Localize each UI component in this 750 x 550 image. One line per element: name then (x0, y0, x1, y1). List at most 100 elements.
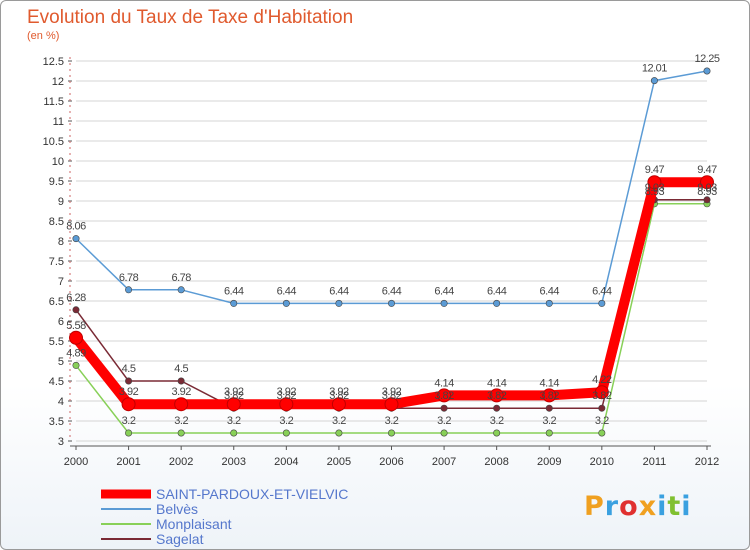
legend-label: Belvès (156, 501, 198, 517)
data-point (384, 397, 399, 412)
y-tick-label: 8 (58, 236, 64, 248)
data-label: 3.82 (540, 390, 560, 402)
data-label: 4.14 (487, 377, 507, 389)
data-label: 3.2 (174, 415, 188, 427)
data-point (230, 299, 238, 307)
data-point (700, 175, 714, 190)
data-point (489, 388, 504, 403)
data-label: 3.82 (329, 390, 349, 402)
x-tick-label: 2002 (169, 456, 193, 468)
y-tick-label: 6.5 (49, 296, 64, 308)
data-label: 3.2 (227, 415, 241, 427)
x-tick-label: 2010 (590, 456, 614, 468)
data-point (72, 361, 80, 369)
data-label: 8.93 (645, 186, 665, 198)
data-label: 6.44 (224, 285, 244, 297)
data-label: 6.44 (592, 285, 612, 297)
data-point (125, 377, 133, 385)
data-label: 4.22 (592, 374, 612, 386)
data-point (545, 404, 553, 412)
data-label: 9.47 (697, 164, 717, 176)
data-label: 3.2 (490, 415, 504, 427)
data-label: 4.14 (434, 377, 454, 389)
data-label: 3.2 (542, 415, 556, 427)
x-tick-label: 2011 (643, 456, 667, 468)
data-label: 8.93 (697, 186, 717, 198)
proxiti-logo: Proxiti (584, 491, 692, 522)
x-tick-label: 2004 (274, 456, 298, 468)
x-tick-label: 2008 (484, 456, 508, 468)
data-label: 8.06 (66, 221, 86, 233)
x-tick-label: 2000 (64, 456, 88, 468)
data-point (335, 299, 343, 307)
legend-label: Sagelat (156, 531, 204, 547)
data-label: 3.82 (382, 390, 402, 402)
data-label: 6.44 (382, 285, 402, 297)
data-point (598, 429, 606, 437)
y-tick-label: 6 (58, 316, 64, 328)
data-label: 3.92 (382, 386, 402, 398)
data-label: 3.2 (122, 415, 136, 427)
data-point (493, 299, 501, 307)
data-point (230, 429, 238, 437)
data-point (440, 404, 448, 412)
data-label: 5.58 (66, 320, 86, 332)
series-line-belv-s (75, 70, 708, 305)
y-tick-label: 5 (58, 356, 64, 368)
data-point (72, 306, 80, 314)
legend-label: SAINT-PARDOUX-ET-VIELVIC (156, 486, 348, 502)
data-point (335, 429, 343, 437)
x-tick-label: 2006 (379, 456, 403, 468)
y-tick-label: 10.5 (43, 136, 64, 148)
data-label: 3.2 (332, 415, 346, 427)
data-point (440, 429, 448, 437)
data-label: 9.03 (645, 182, 665, 194)
y-tick-label: 8.5 (49, 216, 64, 228)
data-label: 4.5 (122, 363, 136, 375)
logo-letter: i (657, 491, 668, 522)
data-label: 6.78 (171, 272, 191, 284)
data-point (121, 397, 136, 412)
data-label: 3.82 (592, 390, 612, 402)
data-label: 3.82 (487, 390, 507, 402)
data-point (650, 77, 658, 85)
data-label: 3.2 (385, 415, 399, 427)
logo-letter: i (681, 491, 692, 522)
data-label: 12.25 (694, 53, 719, 65)
data-label: 6.44 (487, 285, 507, 297)
data-label: 9.03 (697, 182, 717, 194)
data-point (594, 385, 609, 400)
data-label: 3.2 (437, 415, 451, 427)
x-tick-label: 2001 (116, 456, 140, 468)
data-label: 9.47 (645, 164, 665, 176)
data-label: 6.44 (434, 285, 454, 297)
x-tick-label: 2005 (327, 456, 351, 468)
data-label: 3.92 (224, 386, 244, 398)
data-point (387, 429, 395, 437)
y-tick-label: 5.5 (49, 336, 64, 348)
x-tick-label: 2009 (537, 456, 561, 468)
data-point (72, 235, 80, 243)
y-tick-label: 4.5 (49, 376, 64, 388)
logo-letter: t (667, 491, 682, 522)
y-tick-label: 12.5 (43, 56, 64, 68)
data-label: 6.44 (540, 285, 560, 297)
data-point (387, 299, 395, 307)
data-point (493, 404, 501, 412)
x-tick-label: 2012 (695, 456, 719, 468)
data-label: 3.92 (119, 386, 139, 398)
data-point (440, 299, 448, 307)
data-point (703, 67, 711, 75)
data-point (437, 388, 452, 403)
data-label: 3.92 (329, 386, 349, 398)
data-point (598, 404, 606, 412)
data-label: 3.82 (434, 390, 454, 402)
data-point (542, 388, 557, 403)
chart-subtitle: (en %) (27, 30, 60, 42)
data-label: 3.2 (279, 415, 293, 427)
y-tick-label: 3.5 (49, 416, 64, 428)
data-point (331, 397, 346, 412)
data-label: 6.44 (329, 285, 349, 297)
y-tick-label: 11.5 (43, 96, 64, 108)
